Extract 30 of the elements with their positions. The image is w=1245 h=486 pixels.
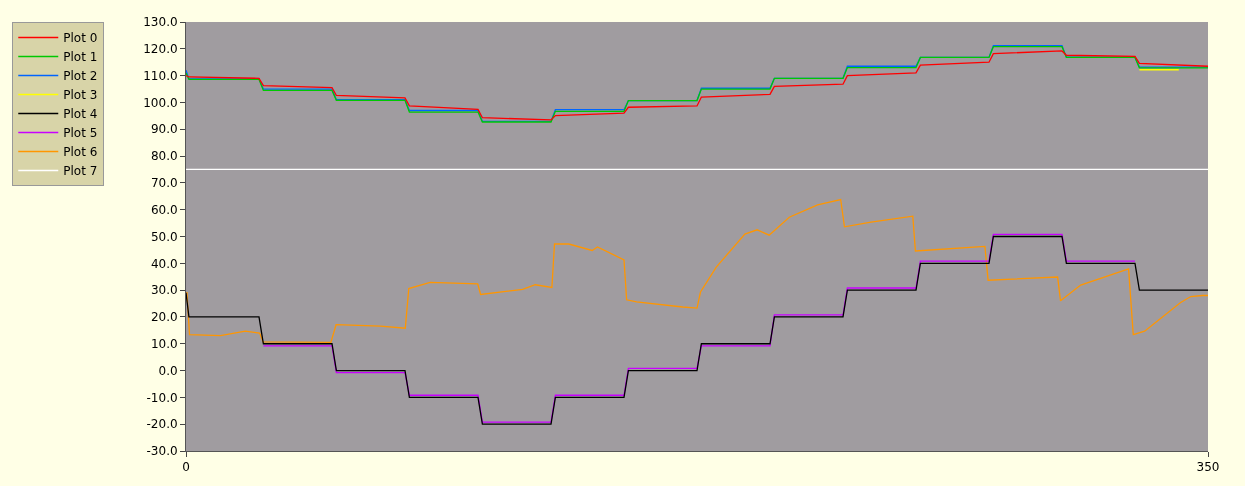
- y-tick-label: 60.0: [150, 202, 178, 217]
- y-tick-label: -20.0: [146, 417, 178, 432]
- line-series: [186, 235, 1208, 425]
- y-tick-label: 110.0: [143, 68, 178, 83]
- x-tick-label: 350: [1196, 460, 1220, 475]
- y-tick-label: 30.0: [150, 283, 178, 298]
- y-tick-label: 70.0: [150, 176, 178, 191]
- legend-label: Plot 5: [63, 126, 98, 141]
- legend-label: Plot 3: [63, 88, 98, 103]
- legend-label: Plot 0: [63, 31, 98, 46]
- y-tick-label: 40.0: [150, 256, 178, 271]
- y-tick-label: 120.0: [143, 42, 178, 57]
- y-tick-label: 50.0: [150, 229, 178, 244]
- y-tick-label: -10.0: [146, 390, 178, 405]
- x-tick-label: 0: [182, 460, 190, 475]
- legend-label: Plot 7: [63, 164, 98, 179]
- legend-label: Plot 6: [63, 145, 98, 160]
- line-series: [262, 233, 1136, 423]
- y-tick-label: 20.0: [150, 310, 178, 325]
- legend-label: Plot 4: [63, 107, 98, 122]
- legend-label: Plot 1: [63, 50, 98, 65]
- y-tick-label: 10.0: [150, 336, 178, 351]
- y-tick-label: 0.0: [158, 363, 178, 378]
- y-tick-label: 100.0: [143, 95, 178, 110]
- y-tick-label: 80.0: [150, 149, 178, 164]
- line-series: [186, 198, 1208, 344]
- y-tick-label: -30.0: [146, 444, 178, 459]
- legend-label: Plot 2: [63, 69, 98, 84]
- y-tick-label: 130.0: [143, 15, 178, 30]
- y-tick-label: 90.0: [150, 122, 178, 137]
